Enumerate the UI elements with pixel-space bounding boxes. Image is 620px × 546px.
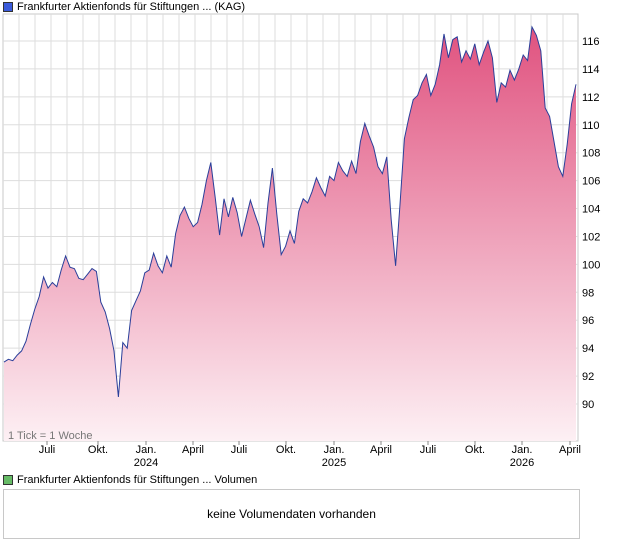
- price-legend-swatch: [3, 2, 13, 12]
- y-tick-label: 110: [582, 120, 600, 132]
- y-tick-label: 96: [582, 315, 594, 327]
- y-tick-label: 104: [582, 204, 600, 216]
- x-tick-label: Juli: [231, 444, 248, 456]
- no-volume-message: keine Volumendaten vorhanden: [207, 507, 376, 521]
- x-year-label: 2024: [134, 457, 158, 469]
- y-tick-label: 106: [582, 176, 600, 188]
- x-tick-label: Okt.: [88, 444, 108, 456]
- y-tick-label: 90: [582, 399, 594, 411]
- x-tick-label: Jan.: [136, 444, 157, 456]
- x-year-label: 2026: [510, 457, 534, 469]
- price-legend: Frankfurter Aktienfonds für Stiftungen .…: [3, 0, 245, 14]
- x-year-label: 2025: [322, 457, 346, 469]
- volume-legend: Frankfurter Aktienfonds für Stiftungen .…: [3, 473, 257, 487]
- y-tick-label: 112: [582, 92, 600, 104]
- y-tick-label: 98: [582, 287, 594, 299]
- x-tick-label: Okt.: [276, 444, 296, 456]
- price-line: [3, 25, 577, 398]
- x-tick-label: Jan.: [324, 444, 345, 456]
- x-tick-label: Okt.: [465, 444, 485, 456]
- volume-legend-swatch: [3, 475, 13, 485]
- y-axis-ticks: 90 92 94 96 98 100 102 104 106 108 110 112 114 116: [582, 36, 600, 411]
- price-chart: 90 92 94 96 98 100 102 104 106 108 110 112 114 116 Ju…: [2, 13, 600, 469]
- y-tick-label: 102: [582, 231, 600, 243]
- x-tick-label: Juli: [420, 444, 437, 456]
- volume-legend-label: Frankfurter Aktienfonds für Stiftungen .…: [17, 474, 258, 486]
- x-tick-label: April: [370, 444, 392, 456]
- price-area: [4, 27, 576, 441]
- y-tick-label: 116: [582, 36, 600, 48]
- y-tick-label: 108: [582, 148, 600, 160]
- x-tick-label: Jan.: [512, 444, 533, 456]
- x-axis-ticks: Juli Okt. Jan. April Juli Okt. Jan. April Juli Ok…: [39, 441, 581, 469]
- volume-panel: keine Volumendaten vorhanden: [3, 489, 580, 539]
- price-legend-label: Frankfurter Aktienfonds für Stiftungen .…: [17, 1, 246, 13]
- tick-interval-note: 1 Tick = 1 Woche: [8, 430, 92, 442]
- x-tick-label: Juli: [39, 444, 56, 456]
- y-tick-label: 92: [582, 371, 594, 383]
- y-tick-label: 94: [582, 343, 594, 355]
- y-tick-label: 100: [582, 259, 600, 271]
- x-tick-label: April: [182, 444, 204, 456]
- x-tick-label: April: [559, 444, 581, 456]
- y-tick-label: 114: [582, 64, 600, 76]
